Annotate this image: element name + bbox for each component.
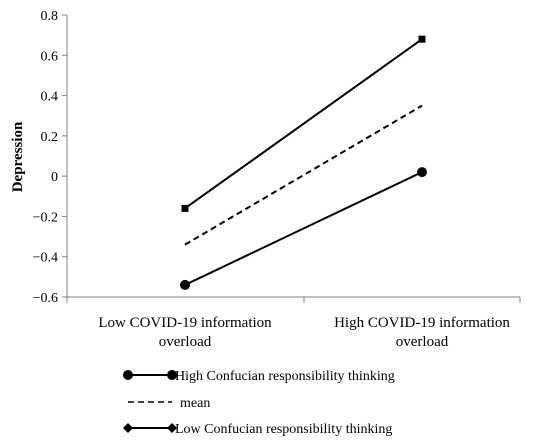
series-line [184,171,423,286]
y-tick-label: 0 [51,170,58,185]
y-tick-label: −0.2 [33,210,58,225]
legend-label: High Confucian responsibility thinking [175,369,395,384]
legend-label: Low Confucian responsibility thinking [175,422,392,437]
x-category-label: overload [159,334,212,350]
legend-marker [123,370,133,380]
legend-marker [167,423,177,433]
y-tick-label: −0.6 [33,291,58,306]
data-point [181,204,189,212]
y-tick-label: −0.4 [33,251,58,266]
y-axis-label: Depression [10,121,26,192]
y-tick-label: 0.8 [41,9,59,24]
y-tick-label: 0.4 [41,90,59,105]
legend-marker [123,423,133,433]
y-tick-label: 0.2 [41,130,59,145]
y-tick-labels: −0.6 −0.4 −0.2 0 0.2 0.4 0.6 0.8 [33,9,58,306]
series-line [184,38,423,210]
x-category-label: overload [396,334,449,350]
x-category-label: Low COVID-19 information [98,315,272,331]
x-category-label: High COVID-19 information [334,315,510,331]
data-point [180,279,190,290]
x-category-labels: Low COVID-19 information overload High COV… [98,315,510,350]
axes [62,14,521,303]
data-point [418,35,426,43]
legend-marker [167,370,177,380]
data-point [417,167,427,178]
series-line [184,104,423,246]
series-lines [180,35,427,290]
legend-label: mean [180,396,210,411]
legend: High Confucian responsibility thinking me… [123,369,395,437]
y-tick-label: 0.6 [41,49,59,64]
